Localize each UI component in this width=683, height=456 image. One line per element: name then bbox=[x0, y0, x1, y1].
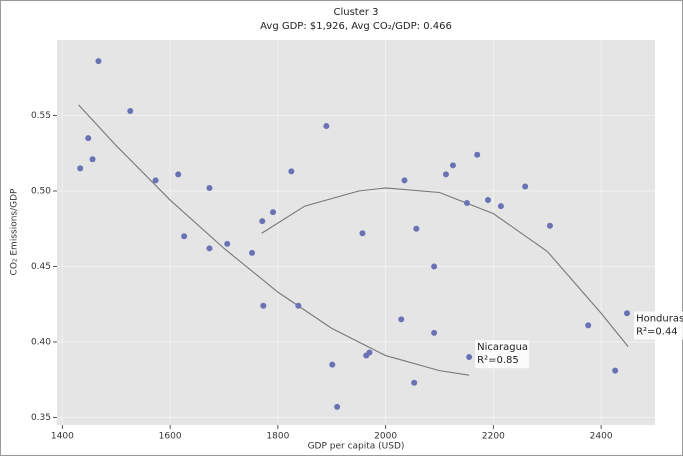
data-point bbox=[431, 329, 438, 336]
data-point bbox=[85, 135, 92, 142]
data-point bbox=[259, 218, 266, 225]
data-point bbox=[359, 230, 366, 237]
data-point bbox=[206, 184, 213, 191]
data-point bbox=[334, 403, 341, 410]
y-tick-label: 0.40 bbox=[31, 337, 51, 347]
data-point bbox=[463, 200, 470, 207]
data-point bbox=[484, 197, 491, 204]
chart-subtitle: Avg GDP: $1,926, Avg CO₂/GDP: 0.466 bbox=[260, 21, 452, 32]
y-axis-label: CO₂ Emissions/GDP bbox=[10, 188, 20, 276]
data-point bbox=[585, 322, 592, 329]
annotation-r2: R²=0.85 bbox=[477, 355, 519, 366]
data-point bbox=[401, 177, 408, 184]
data-point bbox=[442, 171, 449, 178]
y-tick-label: 0.35 bbox=[31, 413, 51, 423]
data-point bbox=[398, 316, 405, 323]
annotation-box bbox=[634, 311, 683, 340]
data-point bbox=[175, 171, 182, 178]
data-point bbox=[206, 245, 213, 252]
y-tick-label: 0.55 bbox=[31, 111, 51, 121]
data-point bbox=[224, 240, 231, 247]
data-point bbox=[270, 209, 277, 216]
y-tick-label: 0.50 bbox=[31, 186, 51, 196]
data-point bbox=[249, 249, 256, 256]
data-point bbox=[181, 233, 188, 240]
data-point bbox=[329, 361, 336, 368]
annotation-box bbox=[475, 340, 530, 369]
data-point bbox=[260, 302, 267, 309]
data-point bbox=[466, 354, 473, 361]
annotation-name: Honduras bbox=[636, 313, 683, 324]
x-axis-label: GDP per capita (USD) bbox=[308, 442, 405, 452]
data-point bbox=[522, 183, 529, 190]
x-tick-label: 1600 bbox=[159, 432, 182, 442]
annotation-name: Nicaragua bbox=[477, 342, 528, 353]
data-point bbox=[497, 203, 504, 210]
data-point bbox=[413, 225, 420, 232]
data-point bbox=[612, 367, 619, 374]
x-tick-label: 2200 bbox=[482, 432, 505, 442]
data-point bbox=[411, 379, 418, 386]
x-tick-label: 1400 bbox=[51, 432, 74, 442]
x-tick-label: 2400 bbox=[590, 432, 613, 442]
data-point bbox=[288, 168, 295, 175]
y-tick-label: 0.45 bbox=[31, 262, 51, 272]
plot-area bbox=[57, 40, 655, 425]
data-point bbox=[89, 156, 96, 163]
x-tick-label: 1800 bbox=[266, 432, 289, 442]
fit-line bbox=[261, 187, 629, 347]
chart-title: Cluster 3 bbox=[333, 7, 378, 18]
data-point bbox=[546, 222, 553, 229]
data-point bbox=[623, 310, 630, 317]
x-tick-label: 2000 bbox=[374, 432, 397, 442]
data-point bbox=[449, 162, 456, 169]
data-point bbox=[152, 177, 159, 184]
data-point bbox=[127, 107, 134, 114]
fit-line bbox=[78, 104, 470, 376]
data-point bbox=[77, 165, 84, 172]
data-point bbox=[295, 302, 302, 309]
data-point bbox=[474, 151, 481, 158]
data-point bbox=[366, 349, 373, 356]
data-point bbox=[431, 263, 438, 270]
data-point bbox=[323, 123, 330, 130]
annotation-r2: R²=0.44 bbox=[636, 326, 678, 337]
data-point bbox=[95, 58, 102, 65]
